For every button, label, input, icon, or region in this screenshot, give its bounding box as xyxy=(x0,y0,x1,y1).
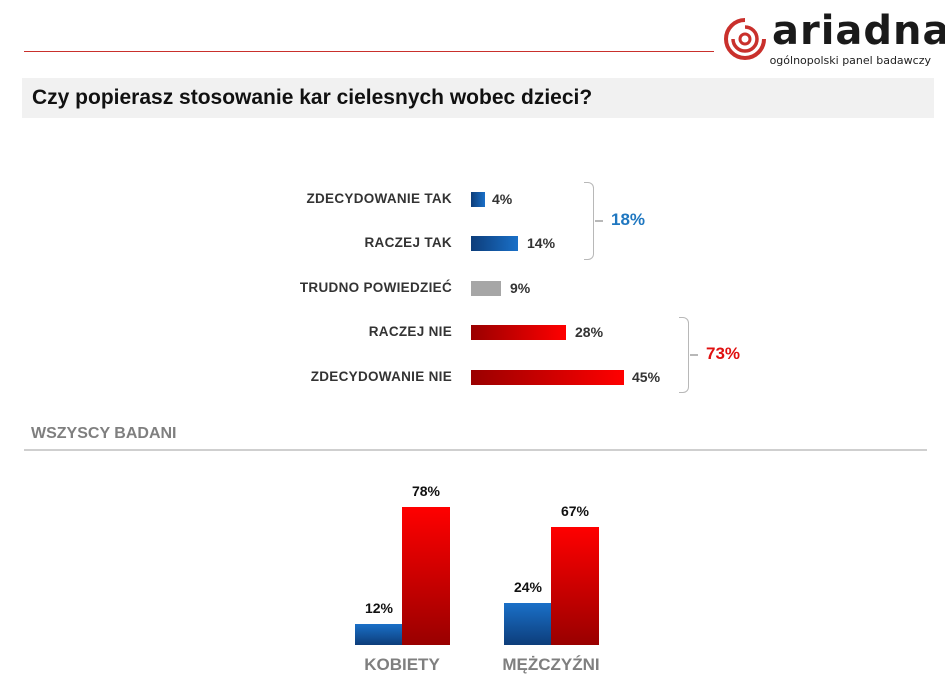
bar-row: RACZEJ NIE 28% xyxy=(0,322,945,342)
logo-wordmark: ariadna xyxy=(772,8,945,54)
bar-value: 12% xyxy=(364,600,394,616)
bar xyxy=(471,370,624,385)
bar-value: 9% xyxy=(510,280,531,296)
oppose-brace-tick xyxy=(690,354,698,356)
title-band: Czy popierasz stosowanie kar cielesnych … xyxy=(22,78,934,118)
logo-subtitle: ogólnopolski panel badawczy xyxy=(769,54,931,67)
bar-value: 45% xyxy=(632,369,661,385)
bar-value: 4% xyxy=(492,191,513,207)
category-label: MĘŻCZYŹNI xyxy=(502,655,600,674)
header-rule xyxy=(24,51,714,52)
bar xyxy=(471,325,566,340)
bar xyxy=(471,192,485,207)
section-divider xyxy=(24,449,927,451)
support-total: 18% xyxy=(611,210,646,229)
bar-row: ZDECYDOWANIE NIE 45% xyxy=(0,367,945,387)
ariadna-swirl-icon xyxy=(724,18,766,60)
bar-value: 28% xyxy=(575,324,604,340)
section-label: WSZYSCY BADANI xyxy=(31,425,177,442)
bar-value: 14% xyxy=(527,235,556,251)
support-brace xyxy=(584,182,594,260)
bar-value: 78% xyxy=(411,483,441,499)
bar-label: TRUDNO POWIEDZIEĆ xyxy=(299,280,452,295)
bar-kobiety-nie xyxy=(402,507,450,645)
bar xyxy=(471,281,501,296)
bar-row: TRUDNO POWIEDZIEĆ 9% xyxy=(0,278,945,298)
bar-label: RACZEJ NIE xyxy=(368,324,452,339)
bar xyxy=(471,236,518,251)
bar-label: RACZEJ TAK xyxy=(364,235,452,250)
ariadna-logo: ariadna ogólnopolski panel badawczy xyxy=(722,8,945,68)
category-label: KOBIETY xyxy=(364,655,440,674)
bar-value: 24% xyxy=(513,579,543,595)
bar-value: 67% xyxy=(560,503,590,519)
bar-row: RACZEJ TAK 14% xyxy=(0,233,945,253)
bar-label: ZDECYDOWANIE TAK xyxy=(306,191,452,206)
page-title: Czy popierasz stosowanie kar cielesnych … xyxy=(32,86,593,109)
bar-mezczyzni-tak xyxy=(504,603,552,645)
bar-row: ZDECYDOWANIE TAK 4% xyxy=(0,189,945,209)
bar-label: ZDECYDOWANIE NIE xyxy=(310,369,452,384)
oppose-total: 73% xyxy=(706,344,741,363)
bar-kobiety-tak xyxy=(355,624,403,645)
bar-mezczyzni-nie xyxy=(551,527,599,645)
support-brace-tick xyxy=(595,220,603,222)
oppose-brace xyxy=(679,317,689,393)
